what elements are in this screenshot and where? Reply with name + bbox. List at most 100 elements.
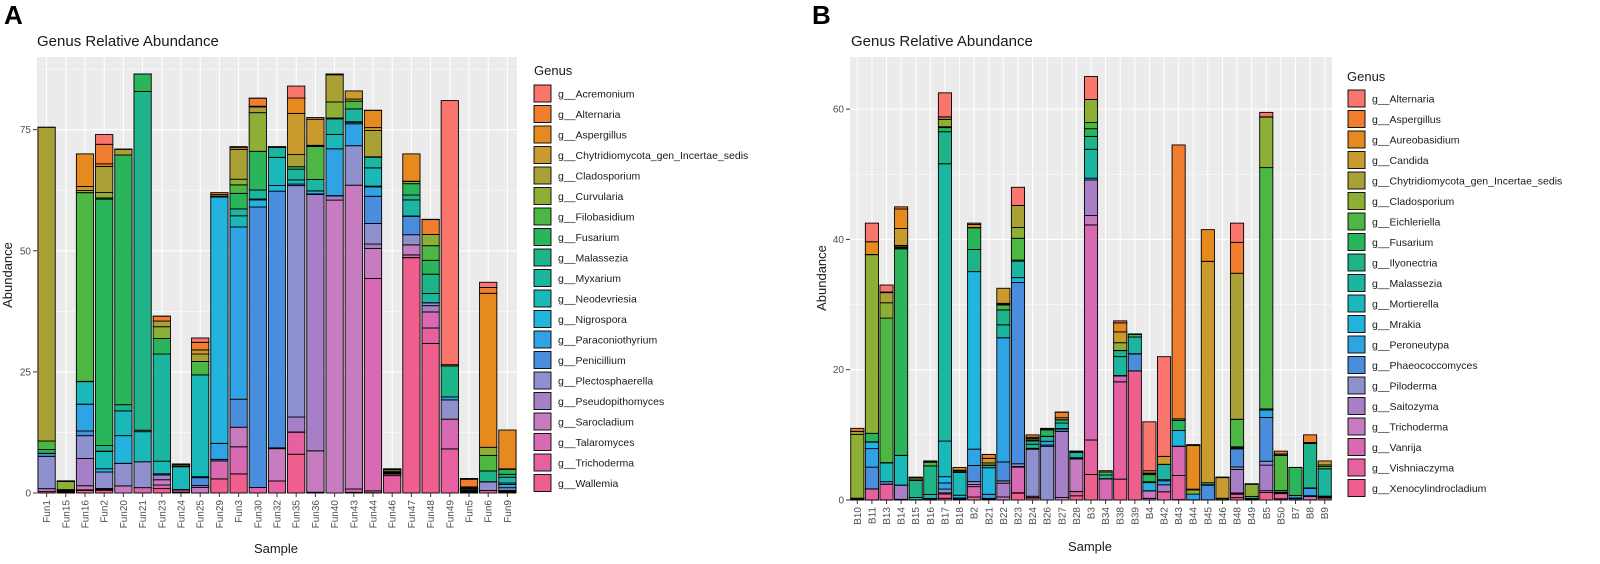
bar-segment: [996, 496, 1011, 501]
bar-segment: [363, 243, 383, 250]
bar-segment: [56, 481, 75, 491]
bar-segment: [287, 431, 306, 455]
bar-B5: [1259, 111, 1274, 501]
bar-segment: [75, 430, 95, 437]
bar-segment: [287, 85, 306, 99]
legend-swatch: [1347, 253, 1366, 272]
bar-segment: [1083, 148, 1099, 179]
legend-label: g__Phaeococcomyces: [1372, 360, 1478, 372]
panel-b-x-axis-title: Sample: [1068, 539, 1112, 554]
legend-label: g__Penicillium: [558, 355, 626, 367]
legend-swatch: [1347, 315, 1366, 333]
legend-label: g__Paraconiothyrium: [558, 335, 657, 347]
bar-segment: [267, 448, 287, 482]
bar-segment: [1200, 484, 1215, 501]
bar-segment: [248, 97, 267, 107]
legend-swatch: [533, 392, 552, 410]
bar-segment: [1127, 336, 1142, 355]
bar-segment: [344, 90, 363, 100]
bar-segment: [1244, 483, 1259, 497]
bar-segment: [937, 482, 952, 490]
x-tick-label: B8: [1306, 507, 1317, 520]
bar-segment: [1303, 487, 1318, 497]
bar-segment: [95, 471, 114, 489]
x-tick-label: B34: [1101, 507, 1112, 525]
bar-segment: [1083, 215, 1099, 226]
y-tick-label: 20: [833, 365, 845, 376]
bar-segment: [479, 292, 498, 448]
bar-segment: [879, 317, 894, 464]
bar-segment: [229, 473, 248, 494]
bar-segment: [191, 337, 210, 343]
bar-segment: [1259, 464, 1274, 492]
x-tick-label: B2: [970, 507, 981, 520]
bar-segment: [306, 190, 325, 195]
legend-swatch: [533, 84, 552, 103]
bar-segment: [402, 153, 421, 182]
legend-swatch: [533, 207, 552, 226]
bar-segment: [421, 234, 440, 247]
legend-label: g__Aspergillus: [1372, 114, 1441, 126]
legend-swatch: [1347, 294, 1366, 313]
bar-segment: [133, 91, 152, 431]
bar-segment: [440, 100, 459, 366]
bar-segment: [1010, 466, 1025, 494]
bar-segment: [1171, 475, 1186, 501]
legend-label: g__Eichleriella: [1372, 217, 1440, 229]
x-tick-label: Fun46: [388, 500, 399, 529]
bar-segment: [75, 435, 95, 459]
bar-segment: [479, 481, 498, 491]
bar-Fun46: [383, 468, 402, 494]
bar-segment: [952, 466, 967, 471]
bar-segment: [937, 488, 952, 494]
bar-segment: [210, 192, 229, 196]
bar-segment: [210, 478, 229, 494]
bar-segment: [75, 458, 95, 487]
bar-B15: [908, 476, 923, 501]
y-tick-label: 0: [838, 496, 844, 507]
bar-segment: [37, 126, 56, 442]
x-tick-label: B13: [882, 507, 893, 525]
bar-segment: [1054, 419, 1069, 424]
bar-segment: [1273, 493, 1288, 500]
bar-segment: [95, 451, 114, 470]
bar-segment: [864, 432, 879, 443]
bar-segment: [191, 374, 210, 478]
legend-swatch: [1347, 212, 1366, 231]
bar-segment: [440, 365, 459, 398]
bar-B50: [1273, 450, 1288, 501]
bar-Fun48: [421, 218, 440, 494]
bar-segment: [1025, 443, 1040, 449]
bar-segment: [1230, 222, 1245, 243]
bar-B13: [879, 284, 894, 501]
bar-segment: [402, 244, 421, 256]
bar-segment: [1069, 451, 1084, 459]
bar-segment: [229, 178, 248, 186]
x-tick-label: Fun49: [445, 500, 456, 529]
bar-segment: [325, 73, 344, 76]
bar-segment: [967, 222, 982, 225]
bar-segment: [1259, 409, 1274, 418]
bar-segment: [95, 445, 114, 452]
x-tick-label: Fun47: [407, 500, 418, 529]
bar-segment: [191, 486, 210, 494]
legend-swatch: [533, 187, 552, 205]
bar-segment: [133, 431, 152, 463]
bar-segment: [210, 442, 229, 460]
panel-b-y-ticks: 0 20 40 60: [833, 105, 850, 507]
x-tick-label: B28: [1072, 507, 1083, 525]
bar-B28: [1069, 450, 1084, 501]
bar-B4: [1142, 421, 1157, 501]
bar-segment: [306, 118, 325, 146]
x-tick-label: Fun20: [119, 500, 130, 529]
legend-label: g__Malassezia: [1372, 278, 1442, 290]
legend-label: g__Chytridiomycota_gen_Incertae_sedis: [1372, 176, 1562, 188]
y-tick-label: 50: [20, 246, 32, 257]
bar-Fun44: [363, 109, 383, 494]
bar-segment: [152, 353, 171, 462]
x-tick-label: Fun32: [273, 500, 284, 529]
bar-segment: [267, 156, 287, 186]
bar-segment: [402, 257, 421, 494]
bar-segment: [421, 305, 440, 313]
